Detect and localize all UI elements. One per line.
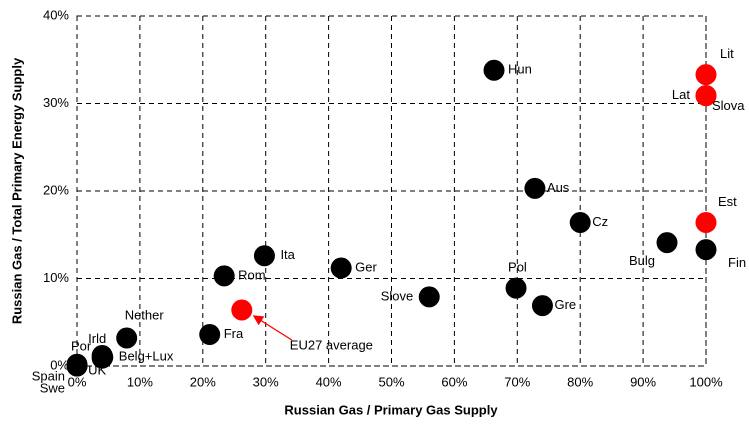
point-label: Ger (355, 259, 377, 274)
y-tick-label: 0% (50, 357, 69, 372)
point-label: Ita (280, 247, 295, 262)
point (330, 257, 352, 279)
x-tick-label: 70% (504, 374, 530, 389)
point-label: Nether (125, 307, 165, 322)
point (695, 212, 717, 233)
x-tick-label: 60% (441, 374, 467, 389)
point (483, 59, 505, 81)
point-label: Bulg (629, 253, 655, 268)
point (253, 245, 275, 267)
annotation-arrow (252, 315, 293, 341)
point (505, 277, 527, 299)
point-label: Spain (32, 368, 65, 383)
point-label: Fin (728, 255, 746, 270)
point-label: Pol (508, 260, 527, 275)
point-label: Belg+Lux (119, 349, 174, 364)
point (695, 85, 717, 107)
point-label: Lat (672, 87, 690, 102)
point (199, 324, 221, 345)
point-label: Est (718, 194, 737, 209)
point-label: Aus (547, 180, 570, 195)
point (656, 232, 678, 254)
point-label: Rom (238, 267, 265, 282)
point-label: Slove (381, 288, 414, 303)
plot-border (76, 15, 707, 367)
point (695, 239, 717, 261)
point-label: Fra (224, 326, 244, 341)
x-tick-label: 50% (378, 374, 404, 389)
point-label: EU27 average (290, 337, 373, 352)
point (695, 64, 717, 86)
point (213, 265, 235, 287)
point (66, 355, 88, 377)
x-tick-label: 0% (68, 374, 87, 389)
point (116, 327, 138, 349)
x-tick-label: 10% (127, 374, 153, 389)
y-tick-label: 30% (43, 95, 69, 110)
point (418, 286, 440, 308)
point-label: Por (71, 339, 92, 354)
y-tick-label: 40% (43, 7, 69, 22)
point-label: Hun (508, 62, 532, 77)
point-label: Slova (712, 98, 745, 113)
point (569, 212, 591, 233)
y-tick-label: 10% (43, 270, 69, 285)
x-tick-label: 30% (253, 374, 279, 389)
point-label: Lit (720, 46, 734, 61)
point-label: UK (88, 363, 106, 378)
x-tick-label: 20% (190, 374, 216, 389)
point-label: Irld (88, 331, 106, 346)
point (231, 299, 253, 321)
x-axis-title: Russian Gas / Primary Gas Supply (284, 402, 498, 417)
point-label: Gre (554, 297, 576, 312)
point (524, 177, 546, 199)
x-tick-label: 100% (689, 374, 723, 389)
point (531, 295, 553, 317)
y-tick-label: 20% (43, 182, 69, 197)
y-axis-title: Russian Gas / Total Primary Energy Suppl… (9, 57, 24, 324)
point (91, 347, 113, 369)
x-tick-label: 40% (316, 374, 342, 389)
x-tick-label: 80% (567, 374, 593, 389)
x-tick-label: 90% (630, 374, 656, 389)
point-label: Cz (592, 214, 608, 229)
point-label: Swe (40, 380, 65, 395)
